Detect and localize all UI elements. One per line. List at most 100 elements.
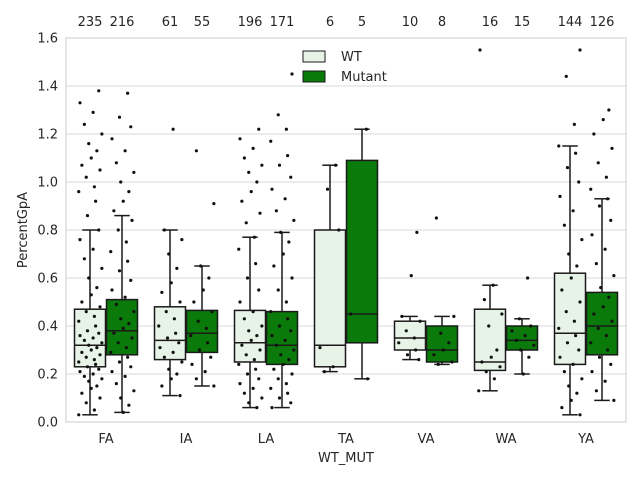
data-point-mutant xyxy=(269,310,273,314)
data-point-mutant xyxy=(589,341,593,345)
data-point-mutant xyxy=(206,341,210,345)
data-point-mutant xyxy=(594,262,598,266)
data-point-wt xyxy=(97,367,101,371)
data-point-wt xyxy=(252,235,256,239)
data-point-mutant xyxy=(123,149,127,153)
data-point-wt xyxy=(260,163,264,167)
data-point-mutant xyxy=(114,302,118,306)
x-tick-label: FA xyxy=(98,432,113,447)
data-point-wt xyxy=(87,343,91,347)
count-label-mutant: 216 xyxy=(110,15,135,30)
data-point-mutant xyxy=(129,365,133,369)
data-point-wt xyxy=(77,413,81,417)
data-point-wt xyxy=(498,365,502,369)
data-point-wt xyxy=(414,348,418,352)
data-point-wt xyxy=(417,358,421,362)
data-point-wt xyxy=(160,290,164,294)
box-mutant-fa xyxy=(105,298,139,356)
data-point-mutant xyxy=(590,370,594,374)
y-tick-label: 1.4 xyxy=(37,80,58,95)
data-point-wt xyxy=(580,377,584,381)
data-point-mutant xyxy=(270,406,274,410)
data-point-wt xyxy=(562,370,566,374)
data-point-mutant xyxy=(612,398,616,402)
box-wt-ta xyxy=(313,229,347,368)
data-point-mutant xyxy=(609,362,613,366)
data-point-wt xyxy=(477,389,481,393)
data-point-wt xyxy=(564,74,568,78)
data-point-wt xyxy=(251,146,255,150)
data-point-wt xyxy=(572,122,576,126)
data-point-wt xyxy=(175,266,179,270)
data-point-mutant xyxy=(366,377,370,381)
y-tick-label: 0.6 xyxy=(37,272,58,287)
data-point-wt xyxy=(167,252,171,256)
data-point-wt xyxy=(569,276,573,280)
data-point-mutant xyxy=(132,170,136,174)
data-point-mutant xyxy=(270,334,274,338)
data-point-wt xyxy=(255,406,259,410)
box-mutant-ta xyxy=(345,159,379,344)
data-point-wt xyxy=(257,288,261,292)
box-wt-va xyxy=(393,320,427,351)
data-point-mutant xyxy=(526,276,530,280)
x-axis-label: WT_MUT xyxy=(318,451,374,466)
data-point-wt xyxy=(251,310,255,314)
data-point-wt xyxy=(80,391,84,395)
data-point-wt xyxy=(87,142,91,146)
data-point-mutant xyxy=(603,379,607,383)
data-point-mutant xyxy=(207,276,211,280)
data-point-mutant xyxy=(289,329,293,333)
data-point-mutant xyxy=(132,389,136,393)
data-point-wt xyxy=(92,408,96,412)
data-point-wt xyxy=(162,355,166,359)
data-point-mutant xyxy=(283,197,287,201)
plot-frame xyxy=(65,37,627,423)
legend-swatch-wt xyxy=(302,50,326,63)
box-wt-la xyxy=(233,309,267,363)
data-point-mutant xyxy=(604,334,608,338)
data-point-wt xyxy=(80,300,84,304)
data-point-mutant xyxy=(279,230,283,234)
data-point-wt xyxy=(574,151,578,155)
data-point-mutant xyxy=(290,276,294,280)
data-point-mutant xyxy=(210,310,214,314)
data-point-mutant xyxy=(270,187,274,191)
data-point-mutant xyxy=(609,218,613,222)
data-point-wt xyxy=(397,341,401,345)
data-point-wt xyxy=(478,48,482,52)
data-point-wt xyxy=(172,317,176,321)
data-point-mutant xyxy=(272,264,276,268)
data-point-mutant xyxy=(203,370,207,374)
data-point-mutant xyxy=(190,362,194,366)
data-point-wt xyxy=(247,329,251,333)
data-point-wt xyxy=(95,149,99,153)
data-point-mutant xyxy=(283,338,287,342)
data-point-mutant xyxy=(201,288,205,292)
data-point-wt xyxy=(578,300,582,304)
data-point-wt xyxy=(162,228,166,232)
data-point-mutant xyxy=(127,403,131,407)
data-point-wt xyxy=(82,374,86,378)
data-point-wt xyxy=(484,370,488,374)
data-point-wt xyxy=(331,365,335,369)
y-tick-label: 0.8 xyxy=(37,224,58,239)
y-tick-label: 0.2 xyxy=(37,368,58,383)
data-point-mutant xyxy=(199,264,203,268)
data-point-mutant xyxy=(126,355,130,359)
data-point-wt xyxy=(580,238,584,242)
data-point-wt xyxy=(404,329,408,333)
data-point-mutant xyxy=(192,300,196,304)
data-point-wt xyxy=(412,336,416,340)
data-point-wt xyxy=(560,288,564,292)
data-point-mutant xyxy=(110,137,114,141)
data-point-wt xyxy=(334,163,338,167)
data-point-mutant xyxy=(597,355,602,359)
data-point-wt xyxy=(571,209,575,213)
data-point-mutant xyxy=(349,312,353,316)
data-point-mutant xyxy=(447,341,451,345)
box-mutant-ya xyxy=(585,291,619,356)
data-point-wt xyxy=(325,187,330,191)
data-point-wt xyxy=(260,396,264,400)
data-point-wt xyxy=(400,314,404,318)
